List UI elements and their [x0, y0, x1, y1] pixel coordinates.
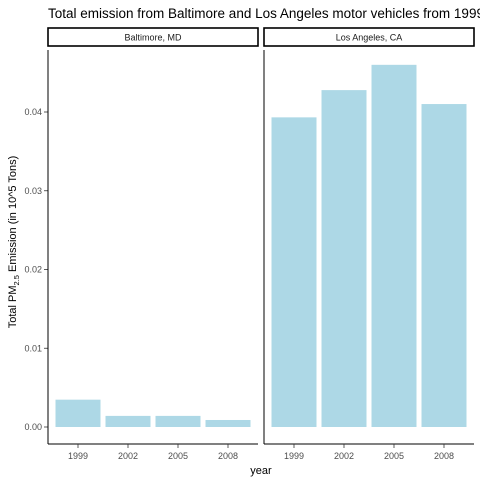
- y-axis-title-suffix: Emission (in 10^5 Tons): [7, 156, 19, 275]
- chart-title: Total emission from Baltimore and Los An…: [48, 6, 480, 21]
- x-axis-title: year: [250, 465, 272, 477]
- facet-panel: Los Angeles, CA 1999 2002 2005 2008: [263, 27, 475, 461]
- x-tick-label: 2008: [434, 451, 454, 461]
- facet-panel: Baltimore, MD 1999 2002 2005 2008: [47, 27, 259, 461]
- y-axis-title-prefix: Total PM: [7, 285, 19, 328]
- facet-strip-label: Baltimore, MD: [124, 33, 182, 43]
- bar: [55, 399, 101, 427]
- y-axis-title-subscript: 2.5: [12, 275, 21, 285]
- bar: [321, 90, 367, 428]
- facet-strip: [263, 27, 475, 47]
- y-axis: 0.00 0.01 0.02 0.03 0.04: [24, 107, 48, 432]
- y-tick-label: 0.03: [24, 186, 42, 196]
- y-axis-title: Total PM2.5 Emission (in 10^5 Tons): [7, 156, 21, 329]
- facet-strip: [47, 27, 259, 47]
- x-tick-label: 2008: [218, 451, 238, 461]
- x-tick-label: 2002: [118, 451, 138, 461]
- bar: [271, 117, 317, 427]
- bar: [421, 104, 467, 427]
- bar: [371, 64, 417, 428]
- bar: [205, 419, 251, 427]
- bar: [155, 415, 201, 427]
- x-tick-label: 2005: [168, 451, 188, 461]
- y-tick-label: 0.01: [24, 343, 42, 353]
- y-tick-label: 0.00: [24, 422, 42, 432]
- bar: [105, 415, 151, 427]
- x-tick-label: 1999: [284, 451, 304, 461]
- facet-strip-label: Los Angeles, CA: [336, 33, 403, 43]
- x-tick-label: 1999: [68, 451, 88, 461]
- x-tick-label: 2002: [334, 451, 354, 461]
- y-tick-label: 0.02: [24, 265, 42, 275]
- y-tick-label: 0.04: [24, 107, 42, 117]
- x-tick-label: 2005: [384, 451, 404, 461]
